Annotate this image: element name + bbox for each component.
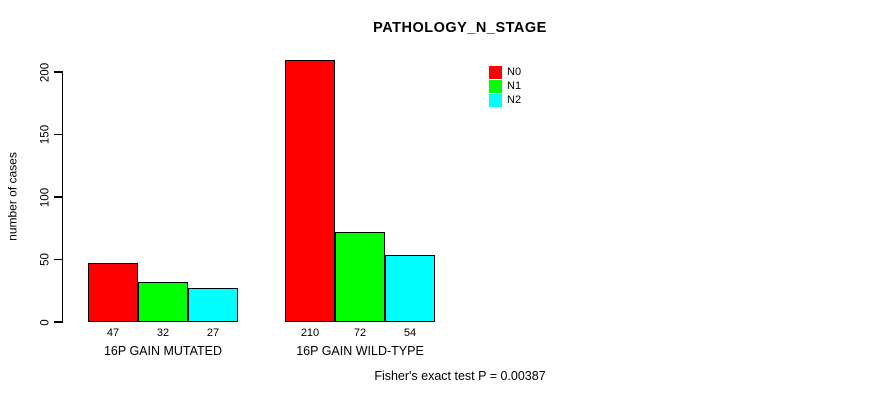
bar-value-label: 47 [106, 327, 120, 339]
bar-n2-1 [188, 288, 238, 322]
y-axis-line [61, 71, 63, 323]
legend-item: N1 [489, 80, 521, 93]
legend-swatch-n1 [489, 80, 502, 93]
chart-title: PATHOLOGY_N_STAGE [373, 20, 547, 36]
bar-n0-2 [285, 59, 335, 322]
y-axis-tick [53, 133, 62, 136]
y-axis-tick-label: 50 [39, 253, 52, 266]
y-axis-tick [53, 321, 62, 323]
y-axis-tick [53, 258, 62, 261]
annotation-pvalue: Fisher's exact test P = 0.00387 [374, 369, 546, 383]
y-axis-tick-label: 100 [39, 187, 52, 207]
bar-value-label: 210 [300, 327, 320, 339]
y-axis-title: number of cases [5, 152, 20, 241]
bar-n1-1 [138, 282, 188, 322]
bar-value-label: 32 [156, 327, 170, 339]
y-axis-tick-label: 200 [39, 62, 52, 82]
legend: N0 N1 N2 [489, 66, 521, 108]
y-axis-tick [53, 71, 62, 73]
y-axis-tick-label: 0 [39, 318, 52, 326]
y-axis-tick [53, 196, 62, 198]
category-label: 16P GAIN WILD-TYPE [296, 344, 424, 358]
bar-n1-2 [335, 232, 385, 322]
legend-label: N0 [507, 66, 522, 78]
bar-n2-2 [385, 254, 435, 322]
bar-value-label: 27 [206, 327, 220, 339]
bar-value-label: 72 [353, 327, 367, 339]
legend-item: N0 [489, 66, 521, 79]
legend-swatch-n0 [489, 66, 502, 79]
legend-item: N2 [489, 94, 521, 107]
legend-swatch-n2 [489, 94, 502, 107]
category-label: 16P GAIN MUTATED [103, 344, 223, 358]
legend-label: N1 [507, 80, 522, 92]
bar-value-label: 54 [403, 327, 417, 339]
y-axis-tick-label: 150 [39, 124, 52, 145]
legend-label: N2 [507, 94, 522, 106]
bar-n0-1 [88, 263, 138, 322]
